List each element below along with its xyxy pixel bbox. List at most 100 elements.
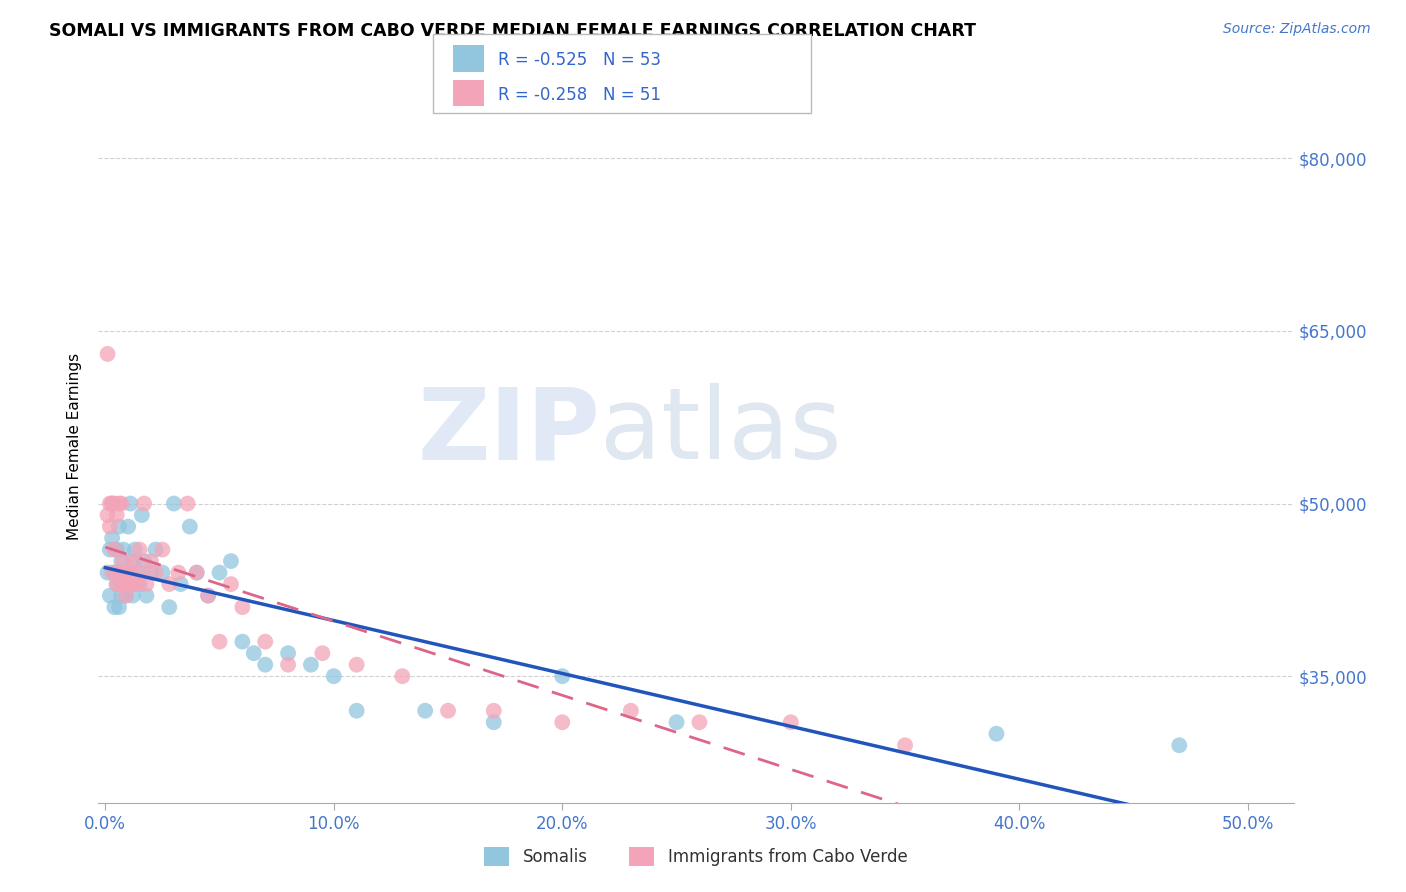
Point: [167, 566, 190, 580]
Point: [186, 566, 208, 580]
Point: [231, 600, 253, 615]
Point: [120, 566, 142, 580]
Text: SOMALI VS IMMIGRANTS FROM CABO VERDE MEDIAN FEMALE EARNINGS CORRELATION CHART: SOMALI VS IMMIGRANTS FROM CABO VERDE MED…: [49, 22, 976, 40]
Point: [277, 646, 299, 660]
Point: [105, 577, 128, 591]
Point: [134, 554, 156, 568]
Point: [208, 566, 231, 580]
Point: [108, 600, 131, 615]
Point: [127, 566, 149, 580]
Point: [157, 577, 180, 591]
Point: [665, 715, 688, 730]
Point: [131, 508, 153, 522]
Point: [103, 497, 125, 511]
Point: [108, 519, 131, 533]
Point: [105, 566, 128, 580]
Point: [97, 347, 120, 361]
Point: [219, 554, 242, 568]
Point: [322, 669, 344, 683]
Point: [120, 497, 142, 511]
Point: [135, 577, 157, 591]
Point: [208, 634, 231, 648]
Point: [124, 542, 146, 557]
Point: [128, 577, 150, 591]
Point: [124, 554, 146, 568]
Point: [103, 566, 125, 580]
Point: [197, 589, 219, 603]
Point: [135, 589, 157, 603]
Point: [110, 589, 132, 603]
Point: [117, 577, 139, 591]
Point: [277, 657, 299, 672]
Point: [197, 589, 219, 603]
Point: [134, 497, 156, 511]
Point: [108, 566, 131, 580]
Point: [121, 577, 143, 591]
Point: [145, 542, 167, 557]
Point: [98, 542, 121, 557]
Point: [121, 589, 143, 603]
Point: [105, 577, 128, 591]
Point: [219, 577, 242, 591]
Point: [128, 542, 150, 557]
Point: [112, 542, 135, 557]
Point: [231, 634, 253, 648]
Y-axis label: Median Female Earnings: Median Female Earnings: [67, 352, 83, 540]
Text: R = -0.258   N = 51: R = -0.258 N = 51: [498, 86, 661, 103]
Point: [98, 519, 121, 533]
Point: [688, 715, 710, 730]
Point: [620, 704, 643, 718]
Point: [110, 577, 132, 591]
Point: [98, 497, 121, 511]
Point: [482, 715, 505, 730]
Point: [112, 577, 135, 591]
Point: [139, 566, 162, 580]
Text: Source: ZipAtlas.com: Source: ZipAtlas.com: [1223, 22, 1371, 37]
Point: [121, 554, 143, 568]
Text: ZIP: ZIP: [418, 384, 600, 480]
Point: [894, 738, 917, 752]
Point: [163, 497, 186, 511]
Point: [139, 554, 162, 568]
Legend: Somalis, Immigrants from Cabo Verde: Somalis, Immigrants from Cabo Verde: [485, 847, 907, 866]
Point: [108, 497, 131, 511]
Point: [101, 531, 124, 545]
Point: [346, 704, 368, 718]
Point: [110, 554, 132, 568]
Point: [145, 566, 167, 580]
Point: [391, 669, 413, 683]
Point: [103, 600, 125, 615]
Text: atlas: atlas: [600, 384, 842, 480]
Point: [254, 634, 277, 648]
Point: [131, 566, 153, 580]
Point: [254, 657, 277, 672]
Point: [152, 542, 174, 557]
Point: [482, 704, 505, 718]
Point: [986, 727, 1008, 741]
Point: [101, 497, 124, 511]
Point: [170, 577, 193, 591]
Point: [186, 566, 208, 580]
Point: [437, 704, 460, 718]
Point: [98, 589, 121, 603]
Point: [112, 554, 135, 568]
Point: [127, 577, 149, 591]
Point: [108, 566, 131, 580]
Point: [115, 566, 138, 580]
Point: [179, 519, 201, 533]
Point: [117, 519, 139, 533]
Point: [101, 497, 124, 511]
Point: [97, 508, 120, 522]
Point: [1168, 738, 1191, 752]
Point: [97, 566, 120, 580]
Point: [551, 669, 574, 683]
Text: R = -0.525   N = 53: R = -0.525 N = 53: [498, 51, 661, 69]
Point: [243, 646, 266, 660]
Point: [115, 566, 138, 580]
Point: [413, 704, 436, 718]
Point: [311, 646, 333, 660]
Point: [101, 566, 124, 580]
Point: [779, 715, 801, 730]
Point: [346, 657, 368, 672]
Point: [112, 577, 135, 591]
